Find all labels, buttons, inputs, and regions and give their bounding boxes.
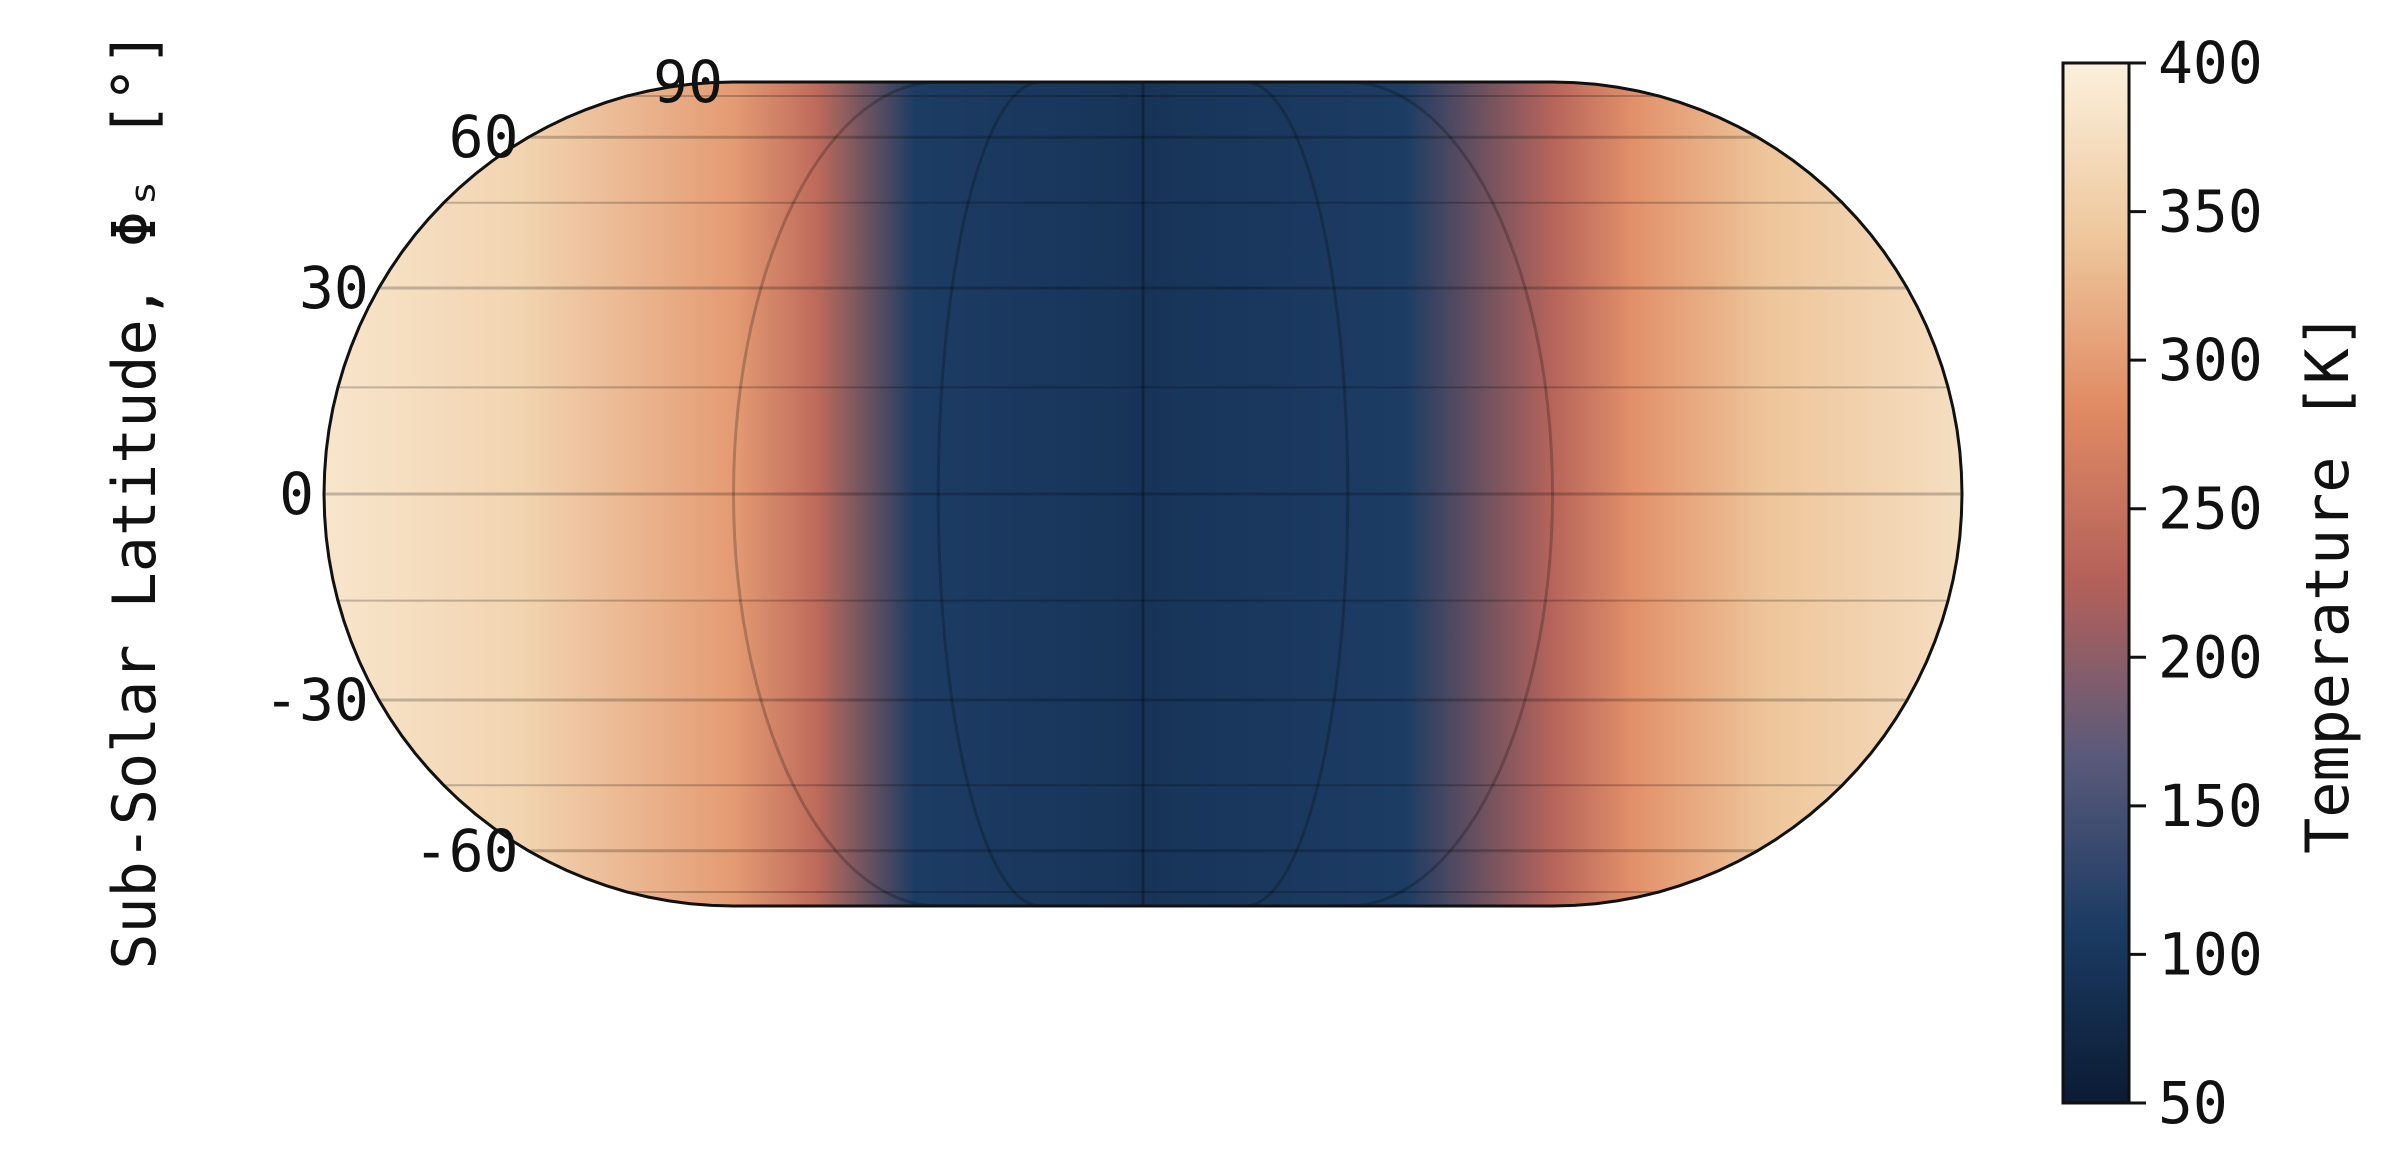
colorbar-tick-label: 200 <box>2158 623 2263 691</box>
latitude-tick-label: -30 <box>264 666 369 734</box>
colorbar-tick-label: 100 <box>2158 920 2263 988</box>
latitude-ticks: 90 60 30 0 -30 -60 <box>264 48 723 885</box>
longitude-gridline <box>1347 82 1555 906</box>
y-axis-label: Sub-Solar Latitude, Φₛ [°] <box>100 30 170 969</box>
colorbar-tick-label: 250 <box>2158 475 2263 543</box>
longitude-gridline <box>1245 82 1350 906</box>
latitude-tick-label: 60 <box>449 103 519 171</box>
temperature-map <box>324 82 1962 906</box>
latitude-tick-label: 90 <box>653 48 723 116</box>
longitude-gridline <box>731 82 939 906</box>
colorbar-tick-label: 400 <box>2158 29 2263 97</box>
colorbar: 400 350 300 250 200 150 100 50 Temperature [K] <box>2061 29 2363 1137</box>
longitude-gridline <box>936 82 1041 906</box>
latitude-tick-label: 0 <box>279 460 314 528</box>
latitude-tick-label: 30 <box>299 254 369 322</box>
colorbar-label: Temperature [K] <box>2293 312 2363 854</box>
colorbar-tick-label: 50 <box>2158 1069 2228 1137</box>
colorbar-fill <box>2063 63 2129 1103</box>
colorbar-ticks: 400 350 300 250 200 150 100 50 <box>2129 29 2263 1137</box>
map-outline <box>322 80 1964 908</box>
colorbar-frame <box>2061 61 2131 1105</box>
colorbar-tick-label: 150 <box>2158 772 2263 840</box>
latitude-tick-label: -60 <box>414 817 519 885</box>
map <box>322 80 1964 908</box>
colorbar-tick-label: 350 <box>2158 178 2263 246</box>
colorbar-tick-label: 300 <box>2158 326 2263 394</box>
